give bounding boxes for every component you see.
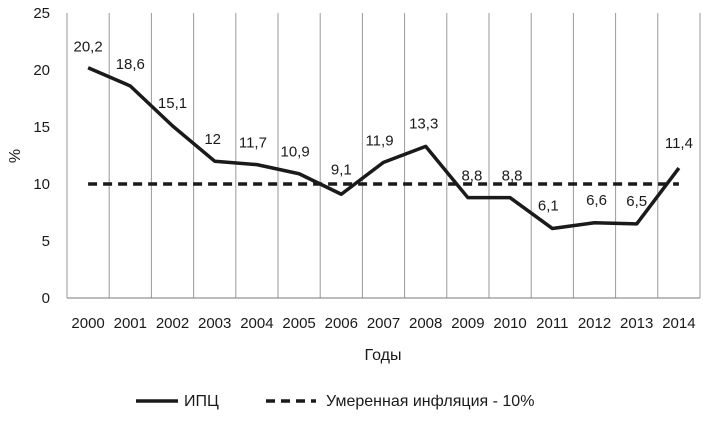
x-axis-title: Годы bbox=[365, 347, 402, 364]
data-label: 18,6 bbox=[116, 56, 145, 73]
legend-label-cpi: ИПЦ bbox=[184, 393, 219, 410]
data-labels: 20,2 18,6 15,1 12 11,7 10,9 9,1 11,9 13,3 8,8 8,8 6… bbox=[73, 39, 692, 215]
x-tick-label: 2001 bbox=[114, 315, 147, 332]
y-tick-label: 0 bbox=[42, 290, 50, 307]
data-label: 6,5 bbox=[626, 193, 647, 210]
legend-label-moderate-inflation: Умеренная инфляция - 10% bbox=[326, 393, 534, 410]
y-tick-label: 10 bbox=[33, 176, 50, 193]
x-tick-label: 2005 bbox=[282, 315, 315, 332]
legend: ИПЦ Умеренная инфляция - 10% bbox=[136, 393, 534, 410]
data-label: 11,4 bbox=[665, 135, 693, 152]
x-tick-label: 2010 bbox=[493, 315, 526, 332]
x-tick-label: 2006 bbox=[325, 315, 358, 332]
x-tick-label: 2012 bbox=[578, 315, 611, 332]
data-label: 6,1 bbox=[538, 197, 559, 214]
data-label: 6,6 bbox=[586, 192, 607, 209]
y-tick-label: 15 bbox=[33, 119, 50, 136]
x-tick-label: 2008 bbox=[409, 315, 442, 332]
data-label: 20,2 bbox=[73, 39, 102, 56]
series bbox=[87, 66, 681, 231]
y-tick-label: 20 bbox=[33, 62, 50, 79]
data-label: 15,1 bbox=[158, 95, 187, 112]
y-tick-label: 5 bbox=[42, 233, 50, 250]
data-label: 12 bbox=[204, 131, 221, 148]
axes: 0 5 10 15 20 25 2000 2001 2002 2003 2004 2005 2006 20… bbox=[33, 5, 700, 332]
data-label: 11,9 bbox=[365, 132, 393, 149]
x-tick-label: 2004 bbox=[240, 315, 273, 332]
grid bbox=[66, 13, 701, 298]
series-line-cpi bbox=[87, 66, 681, 231]
data-label: 13,3 bbox=[409, 115, 438, 132]
x-tick-label: 2014 bbox=[662, 315, 695, 332]
x-tick-label: 2009 bbox=[451, 315, 484, 332]
x-tick-label: 2007 bbox=[367, 315, 400, 332]
data-label: 8,8 bbox=[502, 168, 523, 185]
x-tick-label: 2003 bbox=[198, 315, 231, 332]
y-axis-title: % bbox=[7, 149, 24, 163]
data-label: 8,8 bbox=[461, 168, 482, 185]
x-tick-label: 2013 bbox=[620, 315, 653, 332]
y-tick-label: 25 bbox=[33, 5, 50, 22]
data-label: 10,9 bbox=[280, 144, 309, 161]
x-tick-label: 2011 bbox=[536, 315, 568, 332]
x-tick-label: 2002 bbox=[156, 315, 189, 332]
data-label: 9,1 bbox=[331, 161, 352, 178]
x-tick-label: 2000 bbox=[71, 315, 104, 332]
data-label: 11,7 bbox=[239, 135, 267, 152]
